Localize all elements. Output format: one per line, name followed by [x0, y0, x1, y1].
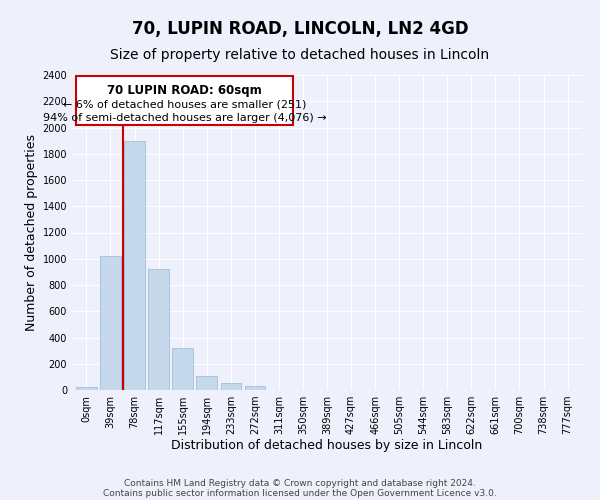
Text: Contains public sector information licensed under the Open Government Licence v3: Contains public sector information licen…: [103, 488, 497, 498]
Text: 94% of semi-detached houses are larger (4,076) →: 94% of semi-detached houses are larger (…: [43, 113, 326, 123]
Y-axis label: Number of detached properties: Number of detached properties: [25, 134, 38, 331]
Bar: [221, 384, 241, 390]
Text: 70 LUPIN ROAD: 60sqm: 70 LUPIN ROAD: 60sqm: [107, 84, 262, 97]
Bar: [245, 386, 265, 390]
Bar: [76, 388, 97, 390]
X-axis label: Distribution of detached houses by size in Lincoln: Distribution of detached houses by size …: [172, 438, 482, 452]
Text: 70, LUPIN ROAD, LINCOLN, LN2 4GD: 70, LUPIN ROAD, LINCOLN, LN2 4GD: [131, 20, 469, 38]
Bar: [172, 348, 193, 390]
Bar: [100, 256, 121, 390]
Bar: [124, 140, 145, 390]
Text: Size of property relative to detached houses in Lincoln: Size of property relative to detached ho…: [110, 48, 490, 62]
Bar: [148, 269, 169, 390]
Text: ← 6% of detached houses are smaller (251): ← 6% of detached houses are smaller (251…: [63, 100, 306, 110]
Text: Contains HM Land Registry data © Crown copyright and database right 2024.: Contains HM Land Registry data © Crown c…: [124, 478, 476, 488]
FancyBboxPatch shape: [76, 76, 293, 125]
Bar: [196, 376, 217, 390]
